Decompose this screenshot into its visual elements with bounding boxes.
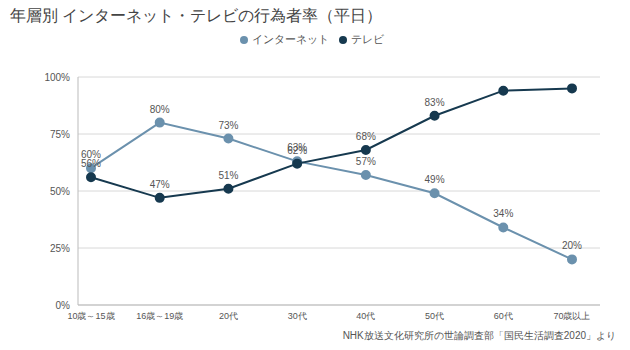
svg-text:20代: 20代: [219, 311, 238, 321]
svg-text:100%: 100%: [44, 72, 70, 83]
html-text:NHK放送文化研究所の世論調査部「国民生活調査2020」より: NHK放送文化研究所の世論調査部「国民生活調査2020」より: [342, 330, 616, 341]
svg-text:50%: 50%: [50, 186, 70, 197]
html-text:テレビ: テレビ: [350, 33, 384, 45]
svg-text:30代: 30代: [288, 311, 307, 321]
html-text:インターネット: インターネット: [251, 33, 329, 45]
svg-text:51%: 51%: [218, 170, 238, 181]
svg-text:56%: 56%: [81, 158, 101, 169]
svg-text:62%: 62%: [287, 145, 307, 156]
svg-text:68%: 68%: [356, 131, 376, 142]
svg-text:60%: 60%: [81, 149, 101, 161]
svg-text:70歳以上: 70歳以上: [553, 311, 590, 321]
svg-text:49%: 49%: [425, 174, 445, 185]
svg-text:60代: 60代: [494, 311, 513, 321]
svg-text:80%: 80%: [150, 104, 170, 115]
svg-text:20%: 20%: [562, 240, 582, 251]
svg-text:47%: 47%: [150, 179, 170, 190]
svg-text:50代: 50代: [425, 311, 444, 321]
svg-text:75%: 75%: [50, 129, 70, 140]
svg-text:0%: 0%: [56, 300, 71, 311]
svg-text:10歳～15歳: 10歳～15歳: [67, 311, 114, 321]
svg-text:73%: 73%: [218, 120, 238, 131]
svg-text:34%: 34%: [493, 208, 513, 219]
svg-text:83%: 83%: [425, 97, 445, 108]
svg-text:16歳～19歳: 16歳～19歳: [136, 311, 183, 321]
svg-text:25%: 25%: [50, 243, 70, 254]
html-text:年層別 インターネット・テレビの行為者率（平日）: 年層別 インターネット・テレビの行為者率（平日）: [10, 7, 383, 24]
svg-text:57%: 57%: [356, 156, 376, 167]
svg-text:40代: 40代: [356, 311, 375, 321]
